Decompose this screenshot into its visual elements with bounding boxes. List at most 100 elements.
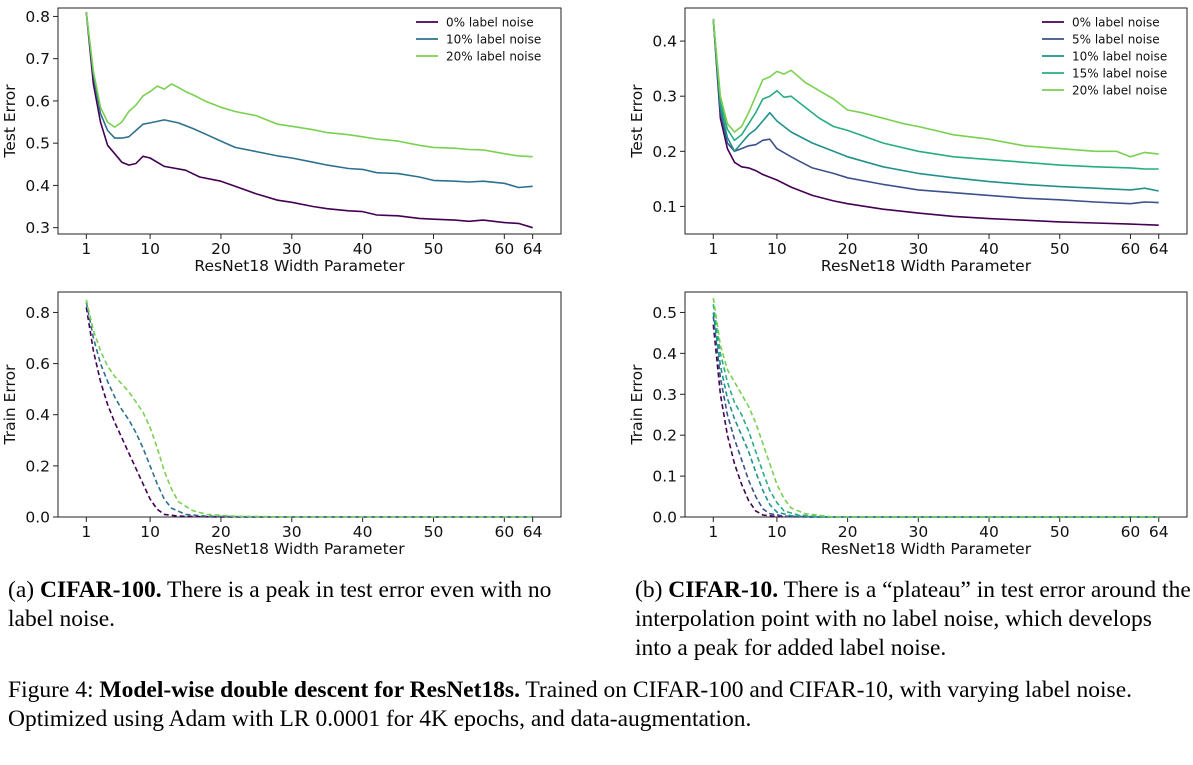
x-tick-label: 1 (708, 240, 718, 258)
y-tick-label: 0.2 (652, 143, 677, 161)
x-tick-label: 1 (81, 523, 91, 541)
x-tick-label: 60 (1121, 240, 1141, 258)
x-tick-label: 1 (81, 240, 91, 258)
x-axis-label: ResNet18 Width Parameter (821, 257, 1032, 275)
plot-frame (57, 7, 562, 235)
y-tick-label: 0.8 (25, 304, 50, 322)
series-line-3 (712, 18, 1159, 170)
legend-label: 15% label noise (1072, 67, 1167, 81)
y-tick-label: 0.4 (25, 177, 50, 195)
chart-cifar100-test: 1 10 20 30 40 50 60 64 0.3 0.4 0.5 0.6 0.7 0.8 ResNet1… (1, 7, 562, 275)
x-tick-label: 30 (282, 523, 302, 541)
legend-label: 10% label noise (446, 33, 541, 47)
y-tick-label: 0.8 (25, 8, 50, 26)
figure-caption: Figure 4: Model-wise double descent for … (8, 676, 1188, 734)
subcaption-b: (b) CIFAR-10. There is a “plateau” in te… (635, 576, 1191, 663)
series-line-2 (712, 18, 1159, 192)
subcaption-a-title: CIFAR-100. (39, 577, 162, 603)
subcaption-b-prefix: (b) (635, 577, 669, 603)
series-line-0 (85, 12, 533, 229)
x-axis-label: ResNet18 Width Parameter (821, 540, 1032, 558)
legend-label: 20% label noise (446, 50, 541, 64)
x-tick-label: 10 (140, 523, 160, 541)
series-line-1 (85, 12, 533, 189)
legend-label: 0% label noise (446, 16, 534, 30)
x-tick-label: 30 (908, 240, 928, 258)
figure-caption-text: Trained on CIFAR-100 and CIFAR-10, with … (8, 677, 1133, 732)
x-tick-label: 40 (353, 240, 373, 258)
series-line-3 (712, 304, 1159, 518)
chart-cifar10-test: 1 10 20 30 40 50 60 64 0.1 0.2 0.3 0.4 ResNet18 Widt… (628, 7, 1188, 275)
series-line-2 (85, 299, 533, 518)
y-tick-label: 0.7 (25, 50, 50, 68)
chart-cifar100-train: 1 10 20 30 40 50 60 64 0.0 0.2 0.4 0.6 0.8 ResNet18 W… (1, 291, 562, 558)
y-tick-label: 0.4 (25, 406, 50, 424)
y-tick-label: 0.0 (25, 509, 50, 527)
series-line-4 (712, 18, 1159, 158)
x-tick-label: 60 (494, 523, 514, 541)
x-tick-label: 30 (282, 240, 302, 258)
y-tick-label: 0.2 (652, 427, 677, 445)
y-tick-label: 0.1 (652, 198, 677, 216)
x-tick-label: 60 (1121, 523, 1141, 541)
legend-label: 0% label noise (1072, 16, 1160, 30)
y-axis-label: Test Error (1, 84, 19, 159)
plot-frame (684, 7, 1188, 235)
x-tick-label: 64 (1149, 240, 1169, 258)
series-line-1 (712, 316, 1159, 518)
y-tick-label: 0.3 (25, 219, 50, 237)
y-axis-label: Train Error (628, 364, 646, 446)
series-line-1 (85, 302, 533, 518)
x-tick-label: 64 (523, 523, 543, 541)
x-tick-label: 10 (767, 523, 787, 541)
y-tick-label: 0.4 (652, 345, 677, 363)
series-line-0 (712, 324, 1159, 518)
x-tick-label: 40 (979, 523, 999, 541)
x-tick-label: 60 (494, 240, 514, 258)
series-line-2 (85, 12, 533, 158)
plot-frame (57, 291, 562, 518)
subcaption-b-title: CIFAR-10. (668, 577, 779, 603)
x-axis-label: ResNet18 Width Parameter (194, 540, 405, 558)
x-tick-label: 40 (979, 240, 999, 258)
y-tick-label: 0.5 (652, 304, 677, 322)
chart-cifar10-train: 1 10 20 30 40 50 60 64 0.0 0.1 0.2 0.3 0.4 0.5 ResNet1… (628, 291, 1188, 558)
x-tick-label: 20 (838, 240, 858, 258)
subcaption-a-prefix: (a) (8, 577, 40, 603)
legend-label: 10% label noise (1072, 50, 1167, 64)
y-tick-label: 0.4 (652, 33, 677, 51)
y-tick-label: 0.6 (25, 355, 50, 373)
x-tick-label: 50 (1050, 240, 1070, 258)
y-axis-label: Test Error (628, 84, 646, 159)
legend-label: 5% label noise (1072, 33, 1160, 47)
y-tick-label: 0.5 (25, 135, 50, 153)
series-line-1 (712, 18, 1159, 205)
x-tick-label: 40 (353, 523, 373, 541)
x-tick-label: 50 (424, 240, 444, 258)
figure-caption-prefix: Figure 4: (8, 677, 100, 703)
x-tick-label: 20 (211, 240, 231, 258)
series-line-4 (712, 297, 1159, 518)
x-axis-label: ResNet18 Width Parameter (194, 257, 405, 275)
y-tick-label: 0.3 (652, 88, 677, 106)
y-tick-label: 0.2 (25, 457, 50, 475)
x-tick-label: 50 (424, 523, 444, 541)
subcaption-a: (a) CIFAR-100. There is a peak in test e… (8, 576, 568, 634)
series-line-0 (85, 307, 533, 518)
x-tick-label: 10 (140, 240, 160, 258)
x-tick-label: 64 (1149, 523, 1169, 541)
x-tick-label: 50 (1050, 523, 1070, 541)
series-line-0 (712, 18, 1159, 226)
y-axis-label: Train Error (1, 364, 19, 446)
x-tick-label: 20 (211, 523, 231, 541)
legend-label: 20% label noise (1072, 84, 1167, 98)
y-tick-label: 0.1 (652, 468, 677, 486)
x-tick-label: 1 (708, 523, 718, 541)
y-tick-label: 0.3 (652, 386, 677, 404)
figure-caption-title: Model-wise double descent for ResNet18s. (99, 677, 520, 703)
y-tick-label: 0.6 (25, 92, 50, 110)
x-tick-label: 10 (767, 240, 787, 258)
subcaption-b-text: There is a “plateau” in test error aroun… (635, 577, 1191, 661)
x-tick-label: 64 (523, 240, 543, 258)
